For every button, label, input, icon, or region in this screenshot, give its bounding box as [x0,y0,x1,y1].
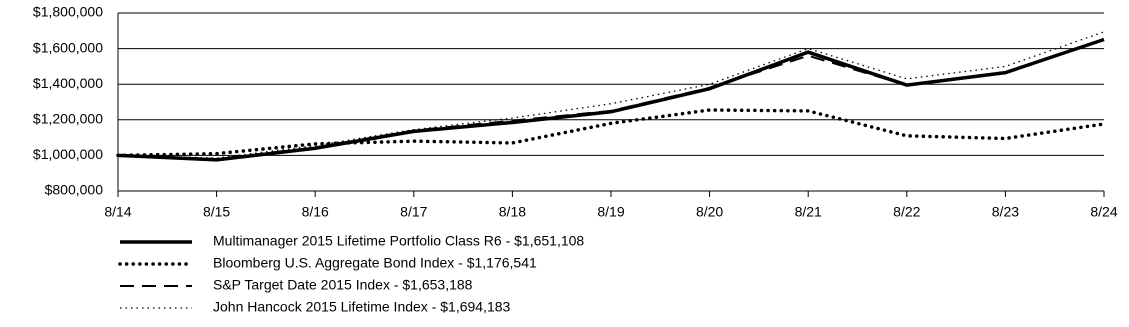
x-tick-label: 8/20 [696,204,723,220]
y-tick-label: $1,200,000 [33,111,103,127]
x-tick-label: 8/16 [302,204,329,220]
y-tick-label: $1,800,000 [33,4,103,20]
series-line [116,108,1106,158]
x-tick-label: 8/21 [795,204,822,220]
x-tick-label: 8/17 [400,204,427,220]
legend-label: S&P Target Date 2015 Index - $1,653,188 [213,277,473,293]
y-tick-label: $1,600,000 [33,39,103,55]
x-tick-label: 8/23 [992,204,1019,220]
x-tick-label: 8/22 [893,204,920,220]
legend-label: John Hancock 2015 Lifetime Index - $1,69… [213,299,511,315]
y-tick-label: $800,000 [45,182,104,198]
series-line [117,31,1105,159]
legend-label: Multimanager 2015 Lifetime Portfolio Cla… [213,233,584,249]
x-tick-label: 8/15 [203,204,230,220]
y-tick-label: $1,000,000 [33,146,103,162]
legend-label: Bloomberg U.S. Aggregate Bond Index - $1… [213,255,537,271]
series-line [117,38,1105,160]
x-tick-label: 8/18 [499,204,526,220]
x-tick-label: 8/19 [597,204,624,220]
series-line [117,37,1105,162]
x-tick-label: 8/14 [104,204,131,220]
y-tick-label: $1,400,000 [33,75,103,91]
x-tick-label: 8/24 [1090,204,1117,220]
